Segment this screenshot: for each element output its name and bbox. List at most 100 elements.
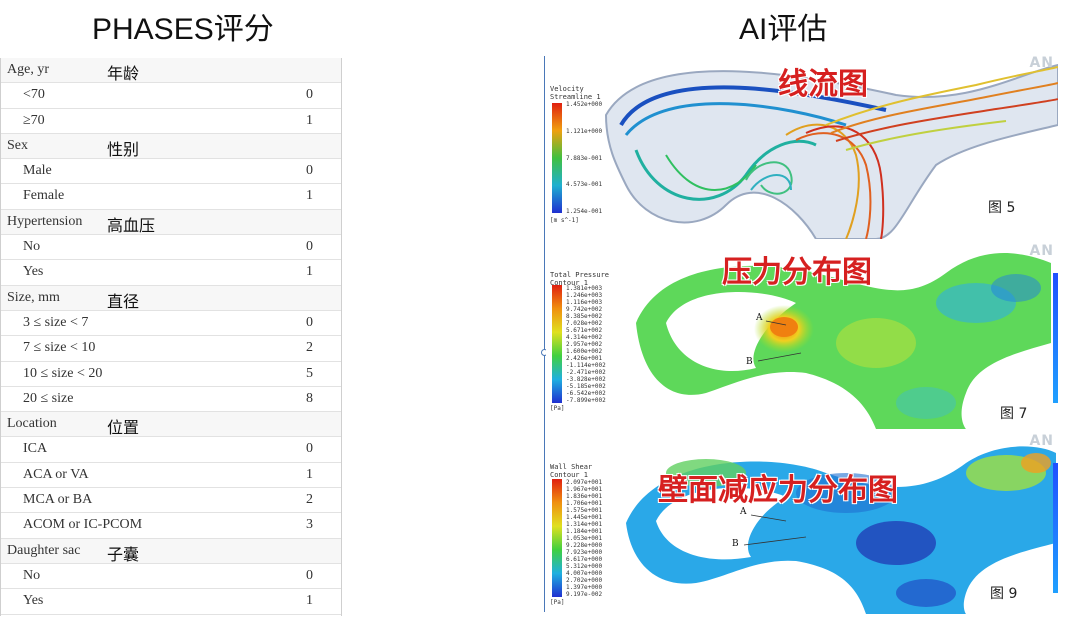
legend-tick-label: 7.923e+000 <box>566 549 603 556</box>
legend-tick-label: 1.246e+003 <box>566 292 603 299</box>
legend-tick-label: 9.197e-002 <box>566 591 603 598</box>
legend-tick-label: 2.426e+001 <box>566 355 603 362</box>
criterion-label: ACA or VA <box>23 466 89 482</box>
points-value: 8 <box>306 390 313 406</box>
legend-tick-label: 5.312e+000 <box>566 563 603 570</box>
legend-tick-label: -5.185e+002 <box>566 383 606 390</box>
criterion-label: 7 ≤ size < 10 <box>23 340 96 356</box>
criterion-chinese-label: 年龄 <box>107 64 140 83</box>
legend-tick-label: 6.617e+000 <box>566 556 603 563</box>
table-section-header: Age, yr 年龄 <box>1 58 341 84</box>
shear-legend-title: Wall Shear Contour 1 <box>550 463 593 479</box>
velocity-streamline-panel: Velocity Streamline 1 1.452e+000 1.121e+0… <box>546 55 1058 239</box>
table-row: 7 ≤ size < 10 2 <box>1 336 341 362</box>
table-section-header: Sex 性别 <box>1 133 341 160</box>
criterion-label: 20 ≤ size <box>23 390 74 406</box>
legend-tick-label: 1.575e+001 <box>566 507 603 514</box>
points-value: 1 <box>306 188 313 204</box>
wall-shear-title: 壁面减应力分布图 <box>658 473 898 508</box>
point-a-label: A <box>756 313 763 323</box>
points-value: 1 <box>306 593 313 609</box>
pressure-distribution-panel: Total Pressure Contour 1 1.381e+003 1.246… <box>546 243 1058 429</box>
shear-legend-unit: [Pa] <box>550 599 565 606</box>
table-row: Male 0 <box>1 159 341 185</box>
colorbar-strip <box>1053 463 1058 593</box>
points-value: 0 <box>306 87 313 103</box>
table-row: ICA 0 <box>1 437 341 463</box>
legend-tick-label: 1.314e+001 <box>566 521 603 528</box>
table-row: 20 ≤ size 8 <box>1 387 341 413</box>
legend-tick-label: 9.742e+002 <box>566 306 603 313</box>
criterion-chinese-label: 子囊 <box>107 544 140 564</box>
points-value: 0 <box>306 239 313 255</box>
legend-tick-label: -1.114e+002 <box>566 362 606 369</box>
point-b-label: B <box>746 357 753 367</box>
figure-9-label: 图 9 <box>990 586 1018 602</box>
points-value: 2 <box>306 340 313 356</box>
legend-tick-label: 4.573e-001 <box>566 181 603 189</box>
criterion-label: Size, mm <box>7 289 60 305</box>
table-row: MCA or BA 2 <box>1 488 341 514</box>
legend-tick-label: 1.254e-001 <box>566 208 603 215</box>
criterion-label: No <box>23 239 41 255</box>
criterion-chinese-label: 性别 <box>107 139 140 159</box>
slide-divider-line <box>544 56 545 612</box>
legend-tick-label: 7.028e+002 <box>566 320 603 327</box>
criterion-label: Female <box>23 188 65 204</box>
points-value: 1 <box>306 264 313 280</box>
legend-tick-label: 1.053e+001 <box>566 535 603 542</box>
criterion-label: ICA <box>23 441 48 457</box>
legend-tick-label: 1.397e+000 <box>566 584 603 591</box>
legend-tick-label: -3.828e+002 <box>566 376 606 383</box>
velocity-legend-title: Velocity Streamline 1 <box>550 85 601 101</box>
criterion-label: Location <box>7 416 57 432</box>
table-row: ≥70 1 <box>1 109 341 134</box>
points-value: 1 <box>306 112 313 128</box>
legend-tick-label: 1.836e+001 <box>566 493 603 500</box>
criterion-label: 3 ≤ size < 7 <box>23 314 89 330</box>
criterion-label: Yes <box>23 593 44 609</box>
table-row: ACA or VA 1 <box>1 463 341 489</box>
legend-tick-label: 1.967e+001 <box>566 486 603 493</box>
criterion-label: Age, yr <box>7 62 49 77</box>
points-value: 0 <box>306 441 313 457</box>
table-row: Female 1 <box>1 184 341 210</box>
legend-tick-label: 8.385e+002 <box>566 313 603 320</box>
table-section-header: Hypertension 高血压 <box>1 209 341 236</box>
point-a-label: A <box>740 507 747 517</box>
table-section-header: Location 位置 <box>1 412 341 438</box>
figure-7-label: 图 7 <box>1000 406 1028 422</box>
legend-tick-label: 1.121e+000 <box>566 127 603 135</box>
velocity-legend-unit: [m s^-1] <box>550 217 579 224</box>
criterion-chinese-label: 位置 <box>107 418 140 438</box>
points-value: 1 <box>306 466 313 482</box>
criterion-label: MCA or BA <box>23 492 93 508</box>
streamline-title: 线流图 <box>778 67 868 102</box>
points-value: 0 <box>306 567 313 583</box>
points-value: 5 <box>306 365 313 381</box>
table-row: Yes 1 <box>1 260 341 286</box>
criterion-label: Male <box>23 163 52 179</box>
table-section-header: Daughter sac 子囊 <box>1 538 341 564</box>
wall-shear-panel: Wall Shear Contour 1 2.097e+001 1.967e+00… <box>546 433 1058 614</box>
software-logo: AN <box>1029 55 1054 71</box>
legend-tick-label: 2.097e+001 <box>566 479 603 486</box>
points-value: 0 <box>306 314 313 330</box>
ai-assessment-heading: AI评估 <box>739 13 828 46</box>
criterion-label: Yes <box>23 264 44 280</box>
pressure-contour-image <box>546 243 1058 429</box>
pressure-legend-unit: [Pa] <box>550 405 565 412</box>
criterion-label: 10 ≤ size < 20 <box>23 365 103 381</box>
streamline-image <box>546 55 1058 239</box>
legend-tick-label: 1.600e+002 <box>566 348 603 355</box>
criterion-label: No <box>23 567 41 583</box>
legend-tick-label: -6.542e+002 <box>566 390 606 397</box>
legend-tick-label: 1.706e+001 <box>566 500 603 507</box>
phases-score-heading: PHASES评分 <box>92 13 274 46</box>
points-value: 0 <box>306 163 313 179</box>
software-logo: AN <box>1029 433 1054 449</box>
criterion-label: Daughter sac <box>7 542 81 558</box>
table-row: 3 ≤ size < 7 0 <box>1 311 341 337</box>
legend-tick-label: 1.381e+003 <box>566 285 603 292</box>
criterion-label: ≥70 <box>23 112 45 128</box>
